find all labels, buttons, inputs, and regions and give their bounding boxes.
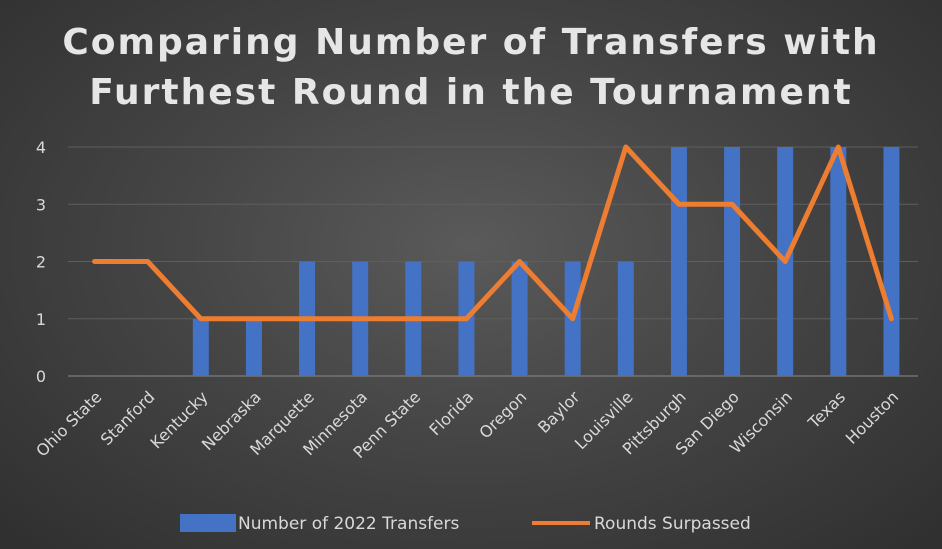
y-axis-ticks: 0 1 2 3 4 (36, 138, 46, 386)
legend-label-transfers: Number of 2022 Transfers (238, 514, 460, 534)
line-series (92, 144, 894, 322)
y-tick-label: 3 (36, 195, 46, 214)
bar (192, 318, 209, 376)
chart-title-line-2: Furthest Round in the Tournament (89, 72, 853, 113)
x-tick-label: Ohio State (32, 387, 105, 460)
x-axis-labels: Ohio StateStanfordKentuckyNebraskaMarque… (32, 387, 902, 462)
bar (883, 147, 900, 376)
legend: Number of 2022 Transfers Rounds Surpasse… (180, 514, 751, 534)
y-tick-label: 1 (36, 310, 46, 329)
x-tick-label: Houston (842, 387, 902, 447)
legend-swatch-transfers (180, 514, 236, 532)
bar (617, 261, 634, 376)
series-line-rounds-surpassed (92, 144, 894, 322)
bar (670, 147, 687, 376)
x-tick-label: Oregon (475, 387, 530, 442)
bar (511, 261, 528, 376)
y-tick-label: 0 (36, 367, 46, 386)
bar (245, 318, 262, 376)
chart-title-line-1: Comparing Number of Transfers with (62, 22, 879, 63)
y-tick-label: 4 (36, 138, 46, 157)
legend-label-rounds: Rounds Surpassed (594, 514, 751, 534)
bar (724, 147, 741, 376)
x-tick-label: Texas (804, 387, 849, 432)
bar (830, 147, 847, 376)
x-tick-label: Baylor (534, 387, 584, 437)
x-tick-label: Florida (425, 387, 477, 439)
y-tick-label: 2 (36, 253, 46, 272)
